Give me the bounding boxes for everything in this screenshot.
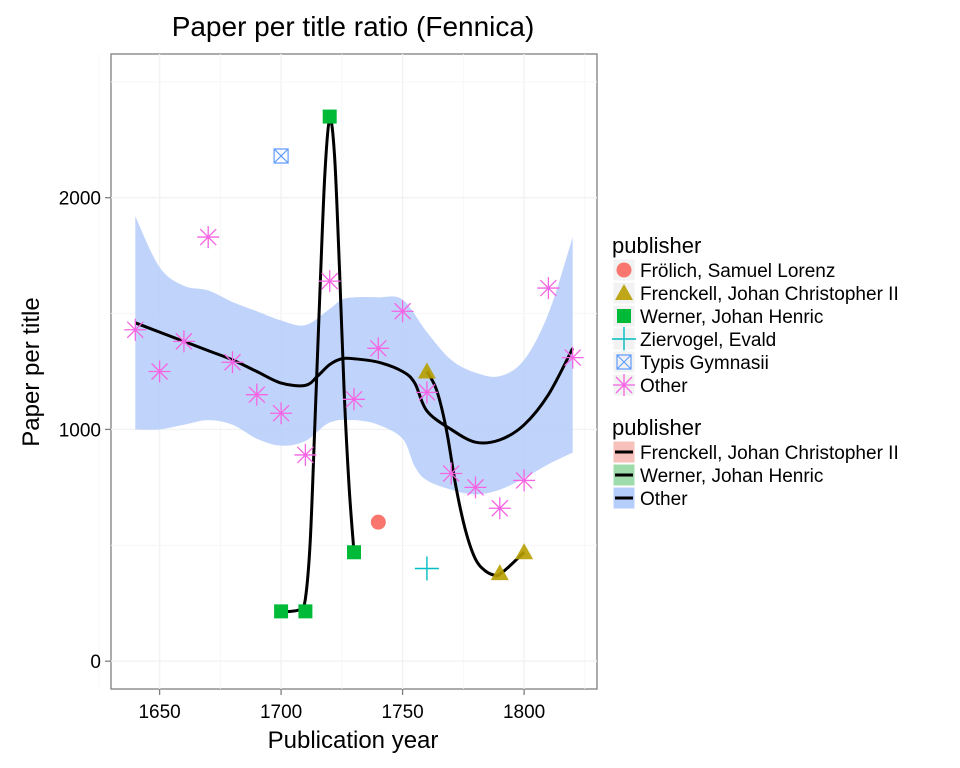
grid — [98, 54, 597, 689]
point-other — [440, 462, 463, 485]
point-other — [415, 381, 438, 404]
point-werner — [322, 109, 337, 124]
x-axis: 1650 1700 1750 1800 — [138, 689, 545, 723]
point-other — [148, 360, 171, 383]
legend-label: Other — [640, 376, 688, 397]
point-other — [367, 337, 390, 360]
point-other — [488, 497, 511, 520]
point-other — [318, 270, 341, 293]
point-other — [172, 330, 195, 353]
point-frolich — [370, 514, 386, 530]
legend-label: Werner, Johan Henric — [640, 466, 823, 487]
x-tick-label: 1750 — [381, 702, 423, 723]
point-other — [124, 318, 147, 341]
legend-label: Typis Gymnasii — [640, 353, 769, 374]
y-tick-label: 1000 — [59, 420, 101, 441]
point-other — [613, 374, 635, 396]
point-other — [561, 346, 584, 369]
legend-points: publisher Frölich, Samuel LorenzFrenckel… — [612, 233, 899, 397]
point-werner — [617, 309, 631, 323]
legend-label: Other — [640, 489, 688, 510]
point-other — [221, 351, 244, 374]
legend-lines-title: publisher — [612, 415, 701, 440]
point-frenckell — [515, 543, 534, 560]
legend-lines: publisher Frenckell, Johan Christopher I… — [612, 415, 899, 510]
point-frolich — [616, 262, 632, 278]
point-frenckell — [615, 284, 633, 300]
point-werner — [347, 545, 361, 560]
point-frenckell — [417, 362, 436, 379]
point-werner — [274, 604, 289, 619]
x-tick-label: 1650 — [138, 702, 180, 723]
point-other — [294, 443, 317, 466]
point-other — [343, 388, 365, 411]
y-axis: 0 1000 2000 — [59, 189, 111, 673]
smooth-line — [425, 370, 526, 578]
legend-label: Frölich, Samuel Lorenz — [640, 261, 835, 282]
point-typis — [273, 148, 289, 164]
confidence-band-layer — [135, 216, 573, 495]
point-other — [391, 300, 414, 323]
point-frenckell — [490, 564, 509, 581]
confidence-band — [135, 216, 573, 495]
point-other — [464, 476, 487, 499]
point-other — [245, 383, 268, 406]
y-axis-label: Paper per title — [18, 297, 45, 446]
legend-points-title: publisher — [612, 233, 701, 258]
point-other — [270, 402, 293, 425]
data-points-layer — [124, 109, 584, 619]
point-other — [537, 277, 560, 300]
point-typis — [616, 354, 632, 370]
y-tick-label: 0 — [90, 652, 101, 673]
legend-label: Werner, Johan Henric — [640, 307, 823, 328]
point-ziervogel — [414, 556, 439, 581]
y-tick-label: 2000 — [59, 189, 101, 210]
point-ziervogel — [612, 327, 636, 351]
x-tick-label: 1700 — [260, 702, 302, 723]
point-other — [513, 469, 536, 492]
x-axis-label: Publication year — [268, 727, 439, 754]
legend-label: Frenckell, Johan Christopher II — [640, 284, 899, 305]
x-tick-label: 1800 — [503, 702, 545, 723]
chart-title: Paper per title ratio (Fennica) — [172, 11, 535, 42]
point-werner — [298, 604, 313, 619]
smooth-line — [134, 321, 575, 445]
legend-label: Ziervogel, Evald — [640, 330, 776, 351]
legend-label: Frenckell, Johan Christopher II — [640, 443, 899, 464]
point-other — [197, 226, 220, 249]
